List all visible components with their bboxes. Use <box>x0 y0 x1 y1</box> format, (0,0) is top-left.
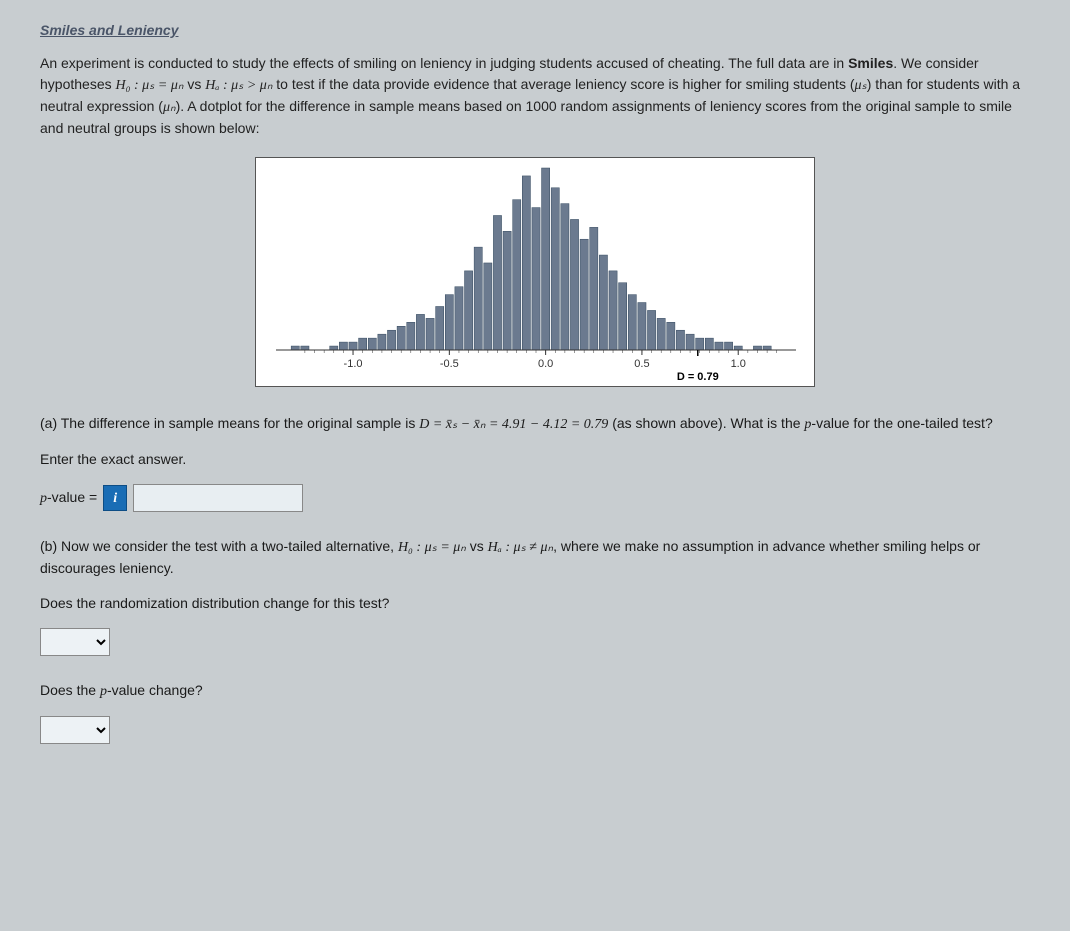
pvalue-input[interactable] <box>133 484 303 512</box>
q-pval-post: -value change? <box>107 682 203 698</box>
q-pval-pre: Does the <box>40 682 100 698</box>
mu-n: μₙ <box>163 100 176 115</box>
question-pvalue-change: Does the p-value change? <box>40 680 1030 702</box>
part-a-suffix: (as shown above). What is the <box>608 415 804 431</box>
part-a-equation: D = x̄ₛ − x̄ₙ = 4.91 − 4.12 = 0.79 <box>419 417 608 432</box>
part-b-vs: vs <box>466 538 488 554</box>
pvalue-label-post: -value = <box>47 489 97 505</box>
mu-s: μₛ <box>855 78 867 93</box>
alt-hypothesis: Hₐ : μₛ > μₙ <box>205 78 272 93</box>
p-italic-label: p <box>40 491 47 506</box>
intro-paragraph: An experiment is conducted to study the … <box>40 53 1030 139</box>
intro-text-1: An experiment is conducted to study the … <box>40 55 848 71</box>
intro-text-5: ). A dotplot for the difference in sampl… <box>40 98 1012 136</box>
question-distribution: Does the randomization distribution chan… <box>40 593 1030 614</box>
part-a-question: (a) The difference in sample means for t… <box>40 413 1030 435</box>
part-a-prefix: (a) The difference in sample means for t… <box>40 415 419 431</box>
chart-svg: -1.0 -0.5 0.0 0.5 1.0 D = 0.79 <box>255 157 815 387</box>
q-pval-p: p <box>100 684 107 699</box>
vs-text: vs <box>183 76 205 92</box>
part-b-prefix: (b) Now we consider the test with a two-… <box>40 538 398 554</box>
pvalue-input-row: p-value = i <box>40 484 1030 512</box>
svg-text:0.0: 0.0 <box>538 358 553 370</box>
pvalue-change-select[interactable] <box>40 716 110 744</box>
intro-text-3: to test if the data provide evidence tha… <box>272 76 854 92</box>
dataset-name: Smiles <box>848 55 893 71</box>
pvalue-label: p-value = <box>40 487 97 509</box>
svg-text:-1.0: -1.0 <box>344 358 363 370</box>
section-heading: Smiles and Leniency <box>40 20 1030 41</box>
part-b-h0: H₀ : μₛ = μₙ <box>398 540 466 555</box>
part-b-ha: Hₐ : μₛ ≠ μₙ <box>488 540 553 555</box>
svg-text:D = 0.79: D = 0.79 <box>677 371 719 383</box>
distribution-select[interactable] <box>40 628 110 656</box>
svg-text:0.5: 0.5 <box>634 358 649 370</box>
dotplot-chart: -1.0 -0.5 0.0 0.5 1.0 D = 0.79 <box>40 157 1030 393</box>
instruction-text: Enter the exact answer. <box>40 449 1030 470</box>
part-b-text: (b) Now we consider the test with a two-… <box>40 536 1030 579</box>
part-a-suffix2: -value for the one-tailed test? <box>811 415 992 431</box>
svg-text:1.0: 1.0 <box>731 358 746 370</box>
null-hypothesis: H₀ : μₛ = μₙ <box>116 78 184 93</box>
svg-text:-0.5: -0.5 <box>440 358 459 370</box>
info-icon[interactable]: i <box>103 485 127 511</box>
